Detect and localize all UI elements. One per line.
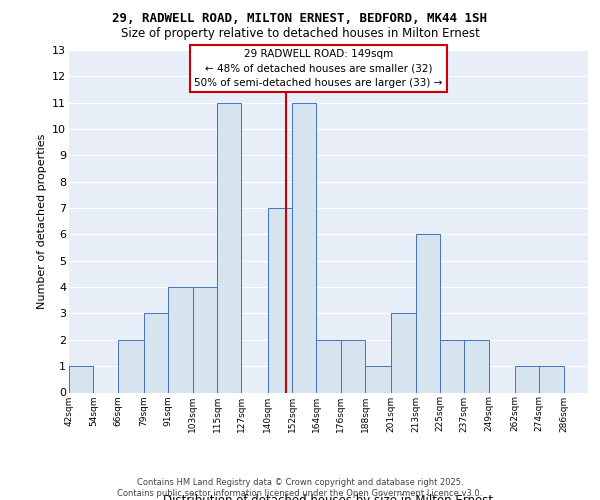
Bar [464, 340, 488, 392]
Text: 29, RADWELL ROAD, MILTON ERNEST, BEDFORD, MK44 1SH: 29, RADWELL ROAD, MILTON ERNEST, BEDFORD… [113, 12, 487, 26]
Bar [391, 314, 416, 392]
Bar [169, 287, 193, 393]
Bar [515, 366, 539, 392]
Bar [316, 340, 341, 392]
Bar [341, 340, 365, 392]
Text: Contains HM Land Registry data © Crown copyright and database right 2025.
Contai: Contains HM Land Registry data © Crown c… [118, 478, 482, 498]
Bar [217, 102, 241, 393]
Bar [416, 234, 440, 392]
Text: Size of property relative to detached houses in Milton Ernest: Size of property relative to detached ho… [121, 28, 479, 40]
Bar [292, 102, 316, 393]
Y-axis label: Number of detached properties: Number of detached properties [37, 134, 47, 309]
Bar [268, 208, 292, 392]
Bar [144, 314, 169, 392]
Bar [440, 340, 464, 392]
Bar [193, 287, 217, 393]
X-axis label: Distribution of detached houses by size in Milton Ernest: Distribution of detached houses by size … [163, 494, 494, 500]
Bar [539, 366, 563, 392]
Text: 29 RADWELL ROAD: 149sqm
← 48% of detached houses are smaller (32)
50% of semi-de: 29 RADWELL ROAD: 149sqm ← 48% of detache… [194, 48, 443, 88]
Bar [365, 366, 391, 392]
Bar [118, 340, 144, 392]
Bar [69, 366, 94, 392]
